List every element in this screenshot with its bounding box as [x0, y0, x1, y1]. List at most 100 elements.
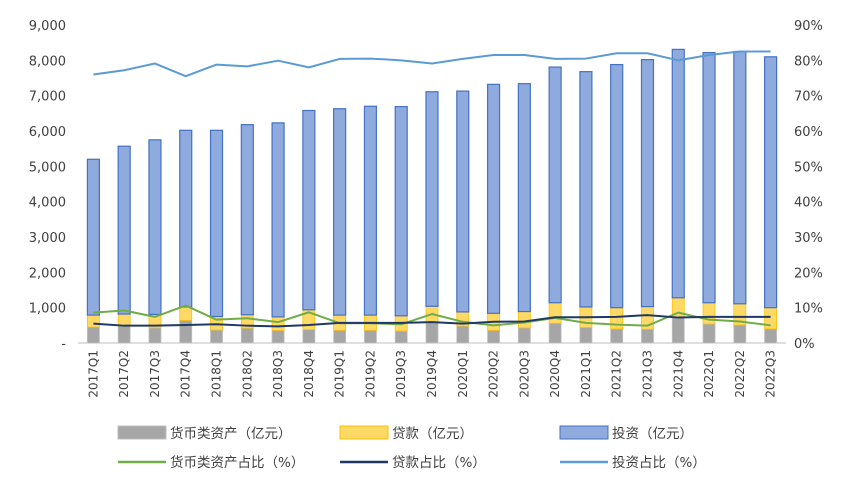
bar-segment-monetary	[271, 329, 285, 344]
x-tick-label: 2018Q3	[271, 350, 285, 398]
right-tick-label: 30%	[794, 231, 823, 246]
x-tick-label: 2018Q4	[302, 350, 316, 398]
right-tick-label: 60%	[794, 125, 823, 140]
bar-segment-monetary	[456, 325, 470, 344]
legend-label: 投资（亿元）	[612, 426, 693, 442]
ratio-lines	[93, 50, 771, 328]
x-tick-label: 2021Q1	[579, 350, 593, 398]
bar-segment-monetary	[702, 323, 716, 344]
left-tick-label: 1,000	[29, 302, 66, 317]
left-tick-label: 6,000	[29, 125, 66, 140]
right-tick-label: 70%	[794, 90, 823, 105]
line-loan-ratio	[93, 314, 771, 328]
left-tick-label: 9,000	[29, 19, 66, 34]
bar-segment-investment	[209, 129, 224, 318]
bar-segment-monetary	[364, 329, 377, 344]
legend: 货币类资产（亿元） 贷款（亿元） 投资（亿元） 货币类资产占比（%） 贷款占比（%） 投资…	[117, 425, 706, 471]
stacked-bars	[86, 48, 778, 344]
right-tick-label: 10%	[794, 302, 823, 317]
left-tick-label: 8,000	[29, 54, 66, 69]
bar-segment-loan	[548, 302, 562, 324]
x-tick-label: 2022Q2	[733, 350, 747, 398]
bar-segment-investment	[240, 124, 254, 316]
bar-segment-monetary	[764, 328, 778, 344]
bar-segment-monetary	[117, 325, 131, 344]
bar-segment-monetary	[86, 326, 100, 344]
right-tick-label: 40%	[794, 196, 823, 211]
x-tick-label: 2020Q3	[517, 350, 531, 398]
bar-segment-monetary	[394, 330, 408, 344]
bar-segment-investment	[579, 71, 593, 308]
x-tick-label: 2017Q4	[179, 350, 193, 398]
right-tick-label: 50%	[794, 160, 823, 175]
left-tick-label: 4,000	[29, 196, 66, 211]
bar-segment-monetary	[733, 324, 747, 344]
bar-segment-loan	[517, 311, 531, 329]
x-tick-label: 2021Q3	[640, 350, 654, 398]
legend-swatch	[117, 425, 167, 440]
bar-segment-investment	[86, 158, 100, 316]
right-tick-label: 20%	[794, 266, 823, 281]
bar-segment-investment	[363, 105, 378, 316]
x-tick-label: 2022Q1	[702, 350, 716, 398]
bar-segment-monetary	[333, 329, 347, 344]
bar-segment-monetary	[579, 327, 593, 344]
legend-label: 投资占比（%）	[612, 455, 706, 471]
legend-swatch	[339, 425, 389, 440]
right-tick-label: 90%	[794, 19, 823, 34]
x-tick-label: 2017Q3	[148, 350, 162, 398]
line-investment-ratio	[93, 50, 771, 78]
right-axis-ticks: 0% 10% 20% 30% 40% 50% 60% 70% 80% 90%	[794, 19, 823, 352]
legend-label: 货币类资产（亿元）	[170, 425, 292, 442]
bar-segment-monetary	[240, 327, 254, 344]
bar-segment-investment	[486, 83, 501, 314]
bar-segment-loan	[271, 316, 285, 331]
x-tick-label: 2017Q2	[117, 350, 131, 398]
x-tick-label: 2021Q4	[671, 350, 685, 398]
bar-segment-investment	[517, 83, 531, 313]
x-tick-label: 2017Q1	[86, 350, 100, 398]
x-axis-ticks: 2017Q1 2017Q2 2017Q3 2017Q4 2018Q1 2018Q2 2018…	[86, 350, 777, 398]
left-axis-ticks: - 1,000 2,000 3,000 4,000 5,000 6,000 7,000 8,00…	[29, 19, 67, 352]
bar-segment-loan	[86, 314, 100, 328]
x-tick-label: 2019Q3	[394, 350, 408, 398]
legend-label: 贷款（亿元）	[392, 426, 473, 442]
legend-label: 贷款占比（%）	[392, 455, 486, 471]
bar-segment-investment	[117, 145, 131, 315]
bar-segment-investment	[764, 56, 778, 309]
bar-segment-investment	[548, 66, 562, 304]
bar-segment-monetary	[425, 322, 439, 344]
bar-segment-investment	[302, 109, 316, 311]
left-tick-label: 2,000	[29, 266, 66, 281]
bar-segment-monetary	[671, 317, 685, 344]
left-tick-label: 7,000	[29, 90, 66, 105]
x-tick-label: 2022Q3	[764, 350, 778, 398]
bar-segment-monetary	[548, 322, 562, 344]
bar-segment-monetary	[148, 327, 162, 344]
bar-segment-monetary	[487, 329, 500, 344]
x-tick-label: 2018Q2	[240, 350, 254, 398]
legend-swatch	[559, 425, 609, 440]
bar-segment-investment	[610, 63, 624, 309]
left-tick-label: -	[61, 337, 66, 352]
legend-label: 货币类资产占比（%）	[170, 454, 304, 471]
bar-segment-monetary	[517, 327, 531, 344]
x-tick-label: 2020Q4	[548, 350, 562, 398]
bar-segment-investment	[271, 122, 285, 318]
bar-segment-investment	[333, 108, 347, 316]
bar-segment-investment	[671, 48, 685, 299]
bar-segment-monetary	[179, 319, 193, 344]
x-tick-label: 2020Q1	[456, 350, 470, 398]
bar-segment-monetary	[641, 328, 654, 344]
x-tick-label: 2020Q2	[487, 350, 501, 398]
right-tick-label: 0%	[794, 337, 815, 352]
line-monetary-ratio	[93, 304, 771, 327]
x-tick-label: 2019Q2	[363, 350, 377, 398]
bar-segment-investment	[702, 51, 716, 304]
bar-segment-monetary	[302, 329, 316, 344]
bar-segment-investment	[179, 129, 193, 308]
bar-segment-investment	[456, 90, 470, 313]
bar-segment-investment	[148, 139, 162, 315]
x-tick-label: 2019Q4	[425, 350, 439, 398]
